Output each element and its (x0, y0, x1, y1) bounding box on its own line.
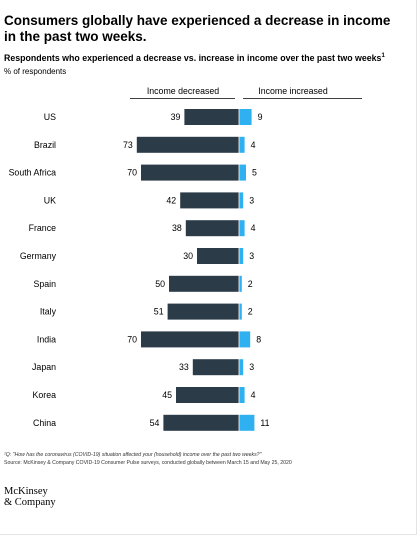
bar-increased-japan (239, 359, 244, 376)
bar-increased-india (239, 331, 251, 348)
bar-decreased-korea (176, 387, 239, 403)
bar-increased-china (239, 414, 255, 431)
value-label-increased-spain: 2 (248, 279, 253, 289)
value-label-decreased-china: 54 (150, 418, 160, 428)
bar-increased-korea (239, 387, 245, 403)
value-label-increased-germany: 3 (249, 251, 254, 261)
category-label-uk: UK (44, 195, 56, 205)
legend-income-increased: Income increased (258, 86, 328, 96)
category-label-brazil: Brazil (34, 140, 56, 150)
category-label-korea: Korea (33, 390, 57, 400)
bar-increased-italy (239, 303, 242, 320)
value-label-increased-us: 9 (258, 112, 263, 122)
chart-subtitle: Respondents who experienced a decrease v… (4, 53, 409, 64)
bar-decreased-us (184, 109, 239, 125)
value-label-decreased-spain: 50 (155, 279, 165, 289)
subtitle-text: Respondents who experienced a decrease v… (4, 53, 382, 63)
value-label-decreased-brazil: 73 (123, 140, 133, 150)
category-label-south-africa: South Africa (9, 168, 57, 178)
bar-decreased-china (163, 414, 239, 431)
mckinsey-logo: McKinsey & Company (4, 486, 56, 508)
bar-increased-france (239, 220, 245, 237)
bar-chart: Income decreased Income increased US 39 9 Bra… (9, 86, 362, 433)
bar-decreased-japan (192, 359, 239, 376)
bar-decreased-germany (197, 248, 239, 264)
category-label-india: India (37, 334, 56, 344)
category-label-france: France (29, 223, 56, 233)
bar-increased-brazil (239, 136, 245, 153)
category-label-us: US (44, 112, 56, 122)
bar-decreased-india (141, 331, 239, 348)
bar-increased-uk (239, 192, 244, 209)
value-label-decreased-korea: 45 (162, 390, 172, 400)
value-label-decreased-us: 39 (171, 112, 181, 122)
bar-decreased-france (185, 220, 239, 237)
value-label-decreased-france: 38 (172, 223, 182, 233)
value-label-increased-brazil: 4 (251, 140, 256, 150)
value-label-decreased-germany: 30 (183, 251, 193, 261)
bar-decreased-italy (167, 303, 239, 320)
value-label-decreased-italy: 51 (154, 307, 164, 317)
value-label-decreased-south-africa: 70 (127, 168, 137, 178)
category-label-china: China (33, 418, 56, 428)
bar-decreased-brazil (136, 136, 239, 153)
bar-decreased-uk (180, 192, 239, 209)
logo-line-2: & Company (4, 497, 56, 508)
legend-income-decreased: Income decreased (147, 86, 219, 96)
value-label-increased-japan: 3 (249, 362, 254, 372)
source-note: Source: McKinsey & Company COVID-19 Cons… (4, 460, 292, 466)
bar-increased-spain (239, 275, 242, 292)
value-label-increased-china: 11 (260, 418, 269, 428)
value-label-increased-india: 8 (256, 334, 261, 344)
bar-increased-germany (239, 248, 244, 264)
category-label-germany: Germany (20, 251, 57, 261)
chart-title: Consumers globally have experienced a de… (4, 13, 391, 44)
bar-decreased-spain (169, 275, 239, 292)
footnote-marker: 1 (381, 53, 385, 60)
bar-increased-south-africa (239, 164, 246, 181)
category-label-italy: Italy (40, 307, 57, 317)
value-label-decreased-uk: 42 (166, 195, 176, 205)
bar-decreased-south-africa (141, 164, 239, 181)
bar-increased-us (239, 109, 252, 125)
value-label-increased-korea: 4 (251, 390, 256, 400)
value-label-increased-italy: 2 (248, 307, 253, 317)
value-label-increased-south-africa: 5 (252, 168, 257, 178)
value-label-increased-uk: 3 (249, 195, 254, 205)
unit-label: % of respondents (4, 67, 67, 76)
logo-line-1: McKinsey (4, 486, 48, 497)
category-label-spain: Spain (34, 279, 57, 289)
value-label-decreased-japan: 33 (179, 362, 189, 372)
category-label-japan: Japan (32, 362, 56, 372)
footnote: ¹Q: "How has the coronavirus (COVID-19) … (4, 452, 262, 458)
value-label-decreased-india: 70 (127, 334, 137, 344)
value-label-increased-france: 4 (251, 223, 256, 233)
